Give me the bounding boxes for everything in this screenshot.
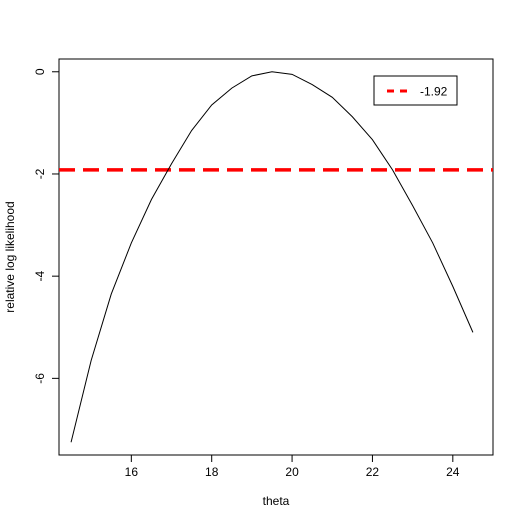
y-tick-label: -4 (33, 271, 47, 282)
x-tick-label: 22 (366, 465, 380, 479)
y-tick-label: 0 (33, 68, 47, 75)
x-axis-label: theta (263, 494, 290, 508)
x-tick-label: 24 (446, 465, 460, 479)
y-tick-label: -6 (33, 373, 47, 384)
x-tick-label: 20 (285, 465, 299, 479)
x-tick-label: 16 (125, 465, 139, 479)
x-axis: 16 18 20 22 24 (125, 455, 460, 479)
y-axis: 0 -2 -4 -6 (33, 68, 59, 384)
legend: -1.92 (373, 75, 458, 106)
x-tick-label: 18 (205, 465, 219, 479)
legend-box (373, 75, 458, 106)
plot-frame (58, 58, 494, 456)
y-axis-label: relative log likelihood (3, 201, 17, 312)
data-series (70, 71, 474, 443)
y-tick-label: -2 (33, 168, 47, 179)
legend-label: -1.92 (420, 85, 448, 99)
likelihood-curve (70, 71, 474, 443)
